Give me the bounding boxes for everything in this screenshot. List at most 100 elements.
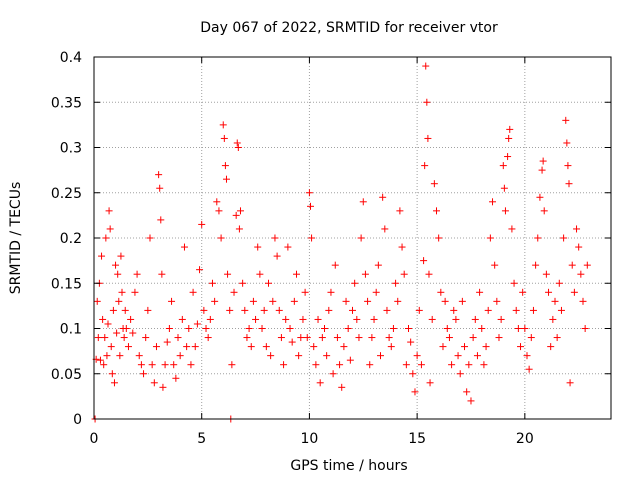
data-point: [575, 243, 583, 251]
data-point: [443, 325, 451, 332]
data-point: [340, 343, 348, 351]
data-point: [415, 306, 423, 314]
data-point: [280, 361, 288, 369]
data-point: [213, 198, 221, 206]
data-point: [409, 370, 417, 378]
data-point: [392, 279, 400, 287]
data-point: [557, 306, 565, 314]
data-point: [538, 166, 546, 174]
data-point: [417, 361, 425, 369]
data-point: [361, 270, 369, 278]
data-point: [430, 180, 438, 188]
data-point: [318, 334, 326, 342]
data-point: [323, 352, 331, 360]
data-point: [110, 379, 118, 387]
y-tick-label: 0.2: [60, 231, 82, 247]
data-point: [517, 343, 525, 351]
data-point: [500, 184, 508, 192]
data-point: [193, 320, 201, 328]
data-point: [473, 352, 481, 360]
data-point: [295, 352, 303, 360]
data-point: [441, 297, 449, 305]
data-point: [105, 207, 113, 215]
data-point: [258, 325, 266, 332]
data-point: [411, 388, 419, 396]
data-point: [245, 325, 253, 332]
data-point: [260, 306, 268, 314]
data-point: [185, 325, 193, 332]
data-point: [536, 193, 544, 201]
data-point: [581, 325, 589, 332]
data-point: [101, 334, 109, 342]
data-point: [284, 243, 292, 251]
data-point: [232, 211, 240, 219]
x-axis-label: GPS time / hours: [290, 458, 407, 474]
y-tick-labels: 0 0.05 0.1 0.15 0.2 0.25 0.3 0.35 0.4: [51, 50, 82, 428]
data-point: [180, 243, 188, 251]
data-point: [183, 343, 191, 351]
data-point: [413, 352, 421, 360]
data-point: [519, 288, 527, 296]
data-point: [106, 225, 114, 233]
data-point: [168, 297, 176, 305]
data-point: [456, 370, 464, 378]
data-point: [499, 162, 507, 170]
data-point: [381, 225, 389, 233]
y-tick-label: 0.25: [51, 186, 82, 202]
data-point: [423, 98, 431, 106]
data-point: [174, 334, 182, 342]
data-point: [491, 261, 499, 269]
data-point: [505, 134, 513, 142]
data-point: [346, 356, 354, 364]
data-point: [114, 270, 122, 278]
data-point: [370, 315, 378, 323]
data-point: [387, 343, 395, 351]
data-point: [566, 379, 574, 387]
data-point: [463, 388, 471, 396]
data-point: [396, 207, 404, 215]
data-point: [465, 361, 473, 369]
data-point: [525, 365, 533, 373]
data-point: [425, 270, 433, 278]
data-point: [476, 288, 484, 296]
data-point: [547, 343, 555, 351]
data-point: [523, 352, 531, 360]
data-point: [458, 297, 466, 305]
data-point: [359, 198, 367, 206]
y-tick-label: 0.4: [60, 50, 82, 66]
chart-title: Day 067 of 2022, SRMTID for receiver vto…: [200, 20, 498, 36]
data-point: [469, 334, 477, 342]
data-point: [400, 270, 408, 278]
data-point: [146, 234, 154, 242]
data-point: [267, 352, 275, 360]
data-point: [489, 198, 497, 206]
x-tick-label: 5: [197, 431, 206, 447]
data-point: [252, 315, 260, 323]
data-point: [448, 361, 456, 369]
data-point: [368, 334, 376, 342]
data-point: [243, 334, 251, 342]
data-point: [497, 315, 505, 323]
data-point: [301, 288, 309, 296]
data-point: [118, 288, 126, 296]
data-point: [137, 361, 145, 369]
data-point: [405, 325, 413, 332]
data-point: [454, 352, 462, 360]
data-point: [555, 279, 563, 287]
data-point: [565, 180, 573, 188]
data-point: [103, 352, 111, 360]
data-point: [157, 216, 165, 224]
data-point: [310, 343, 318, 351]
data-point: [113, 329, 121, 337]
data-point: [112, 261, 120, 269]
data-point: [224, 270, 232, 278]
data-point: [217, 234, 225, 242]
y-tick-label: 0.1: [60, 322, 82, 338]
data-point: [527, 334, 535, 342]
data-point: [422, 62, 430, 70]
data-point: [121, 306, 129, 314]
data-point: [349, 306, 356, 314]
data-point: [204, 334, 212, 342]
data-point: [144, 306, 152, 314]
data-point: [568, 261, 576, 269]
